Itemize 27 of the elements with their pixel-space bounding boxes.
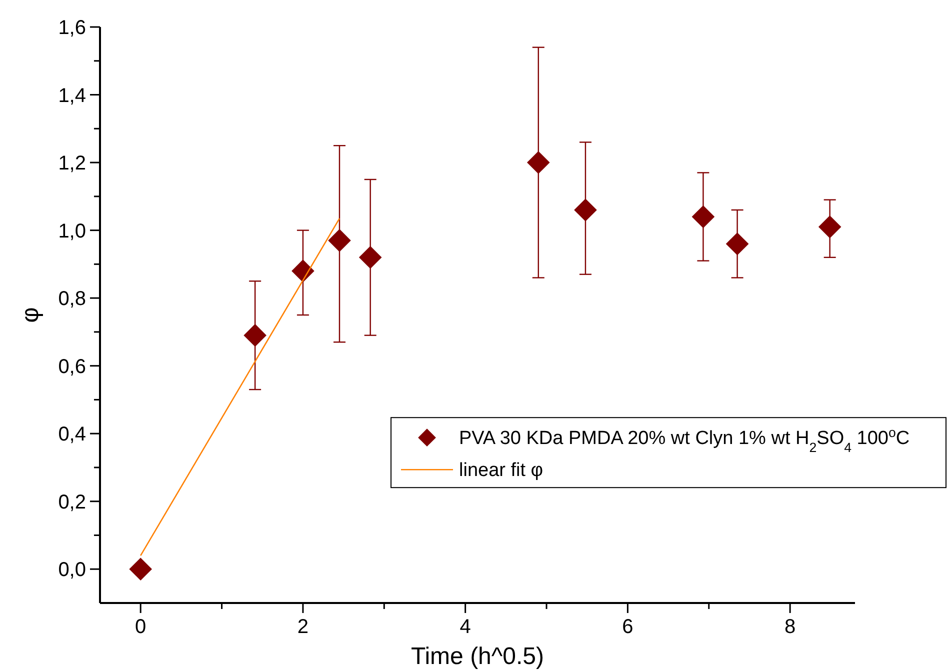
point (818, 216, 842, 238)
x-tick-label: 8 (784, 616, 796, 638)
x-tick-label: 4 (460, 616, 471, 638)
y-tick-label: 1,6 (58, 17, 86, 39)
y-tick-label: 0,2 (58, 491, 86, 514)
point (129, 558, 152, 581)
x-tick-label: 6 (622, 616, 634, 638)
legend-label: PVA 30 KDa PMDA 20% wt Clyn 1% wt H$_{2}$SO$_{4}$ 100$^{o}$C (459, 424, 910, 455)
point (726, 232, 749, 256)
x-tick-label: 2 (297, 616, 309, 638)
y-tick-label: 1,0 (58, 220, 86, 242)
y-tick-label: 0,4 (58, 424, 86, 446)
point (526, 151, 550, 174)
y-tick-label: 0,0 (58, 559, 86, 582)
point (358, 246, 382, 269)
x-axis-title: Time (h^0.5) (410, 643, 544, 670)
legend-label: linear fit φ (459, 460, 544, 482)
y-tick-label: 1,2 (58, 152, 86, 175)
y-axis-title: φ (17, 307, 44, 323)
point (244, 324, 266, 347)
y-tick-label: 0,6 (58, 356, 86, 378)
y-tick-label: 1,4 (58, 84, 86, 107)
point (574, 198, 597, 222)
point (692, 205, 715, 228)
point (328, 229, 351, 252)
x-tick-label: 0 (135, 616, 146, 638)
y-tick-label: 0,8 (58, 288, 86, 310)
